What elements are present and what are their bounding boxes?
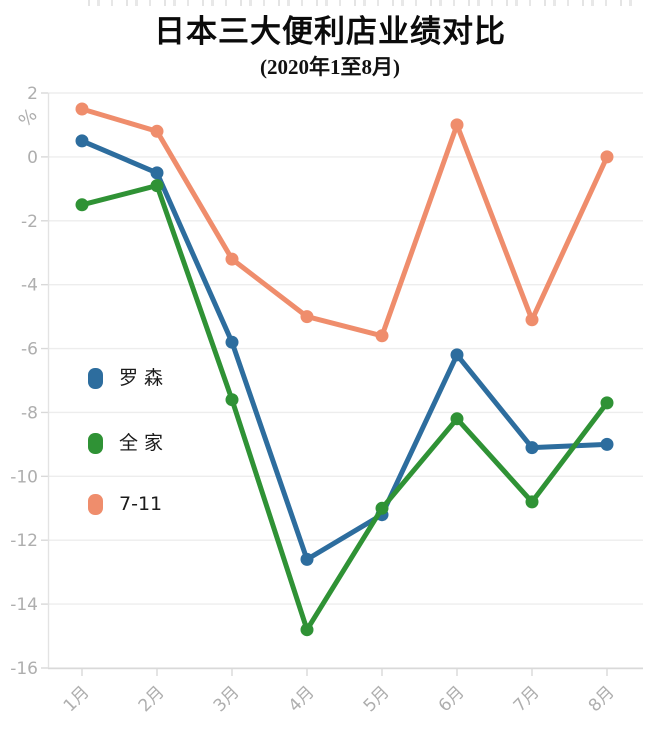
data-point-0-6 (525, 441, 539, 455)
data-point-2-3 (300, 310, 314, 324)
data-point-0-1 (150, 166, 164, 180)
series-line-0 (79, 138, 610, 562)
legend-label-quanjia: 全 家 (119, 432, 164, 454)
data-point-2-7 (600, 150, 614, 164)
data-point-2-2 (225, 252, 239, 266)
chart-subtitle: (2020年1至8月) (260, 55, 400, 79)
y-tick-label: -2 (21, 212, 38, 232)
data-point-2-0 (75, 102, 89, 116)
data-point-1-6 (525, 495, 539, 509)
x-tick-label: 2月 (135, 682, 169, 716)
chart-title: 日本三大便利店业绩对比 (154, 14, 506, 49)
data-point-1-7 (600, 396, 614, 410)
x-tick-label: 7月 (510, 682, 544, 716)
legend-item-luosen: 罗 森 (88, 366, 163, 390)
data-point-1-1 (150, 179, 164, 193)
series-line-2 (79, 106, 610, 339)
legend-label-luosen: 罗 森 (119, 367, 164, 389)
data-point-2-1 (150, 124, 164, 138)
y-tick-label: -16 (10, 659, 38, 679)
legend-item-quanjia: 全 家 (88, 431, 163, 455)
y-tick-label: -10 (10, 467, 38, 487)
data-point-1-3 (300, 623, 314, 637)
x-tick-label: 1月 (60, 682, 94, 716)
data-point-0-0 (75, 134, 89, 148)
data-point-0-5 (450, 348, 464, 362)
y-axis-unit-label: % (15, 105, 42, 132)
y-tick-label: 2 (27, 84, 38, 104)
series-line-1 (79, 183, 610, 633)
x-tick-label: 8月 (585, 682, 619, 716)
data-point-2-5 (450, 118, 464, 132)
data-point-0-7 (600, 437, 614, 451)
data-point-1-2 (225, 393, 239, 407)
legend-swatch-seven-eleven (88, 493, 103, 515)
data-point-0-3 (300, 552, 314, 566)
y-tick-label: -4 (21, 276, 38, 296)
y-tick-label: 0 (27, 148, 38, 168)
x-tick-label: 3月 (210, 682, 244, 716)
y-tick-label: -8 (21, 403, 38, 423)
data-point-1-0 (75, 198, 89, 212)
data-point-1-5 (450, 412, 464, 426)
x-tick-label: 5月 (360, 682, 394, 716)
data-point-0-2 (225, 335, 239, 349)
legend-swatch-quanjia (88, 432, 103, 454)
y-tick-label: -14 (10, 595, 38, 615)
legend-item-seven-eleven: 7-11 (88, 492, 162, 516)
data-point-2-4 (375, 329, 389, 343)
data-point-1-4 (375, 501, 389, 515)
legend-swatch-luosen (88, 367, 103, 389)
data-point-2-6 (525, 313, 539, 327)
clipped-headline-remnant (88, 0, 640, 6)
x-tick-label: 4月 (285, 682, 319, 716)
y-tick-label: -12 (10, 531, 38, 551)
x-tick-label: 6月 (435, 682, 469, 716)
y-tick-label: -6 (21, 340, 38, 360)
legend-label-seven-eleven: 7-11 (119, 493, 163, 515)
